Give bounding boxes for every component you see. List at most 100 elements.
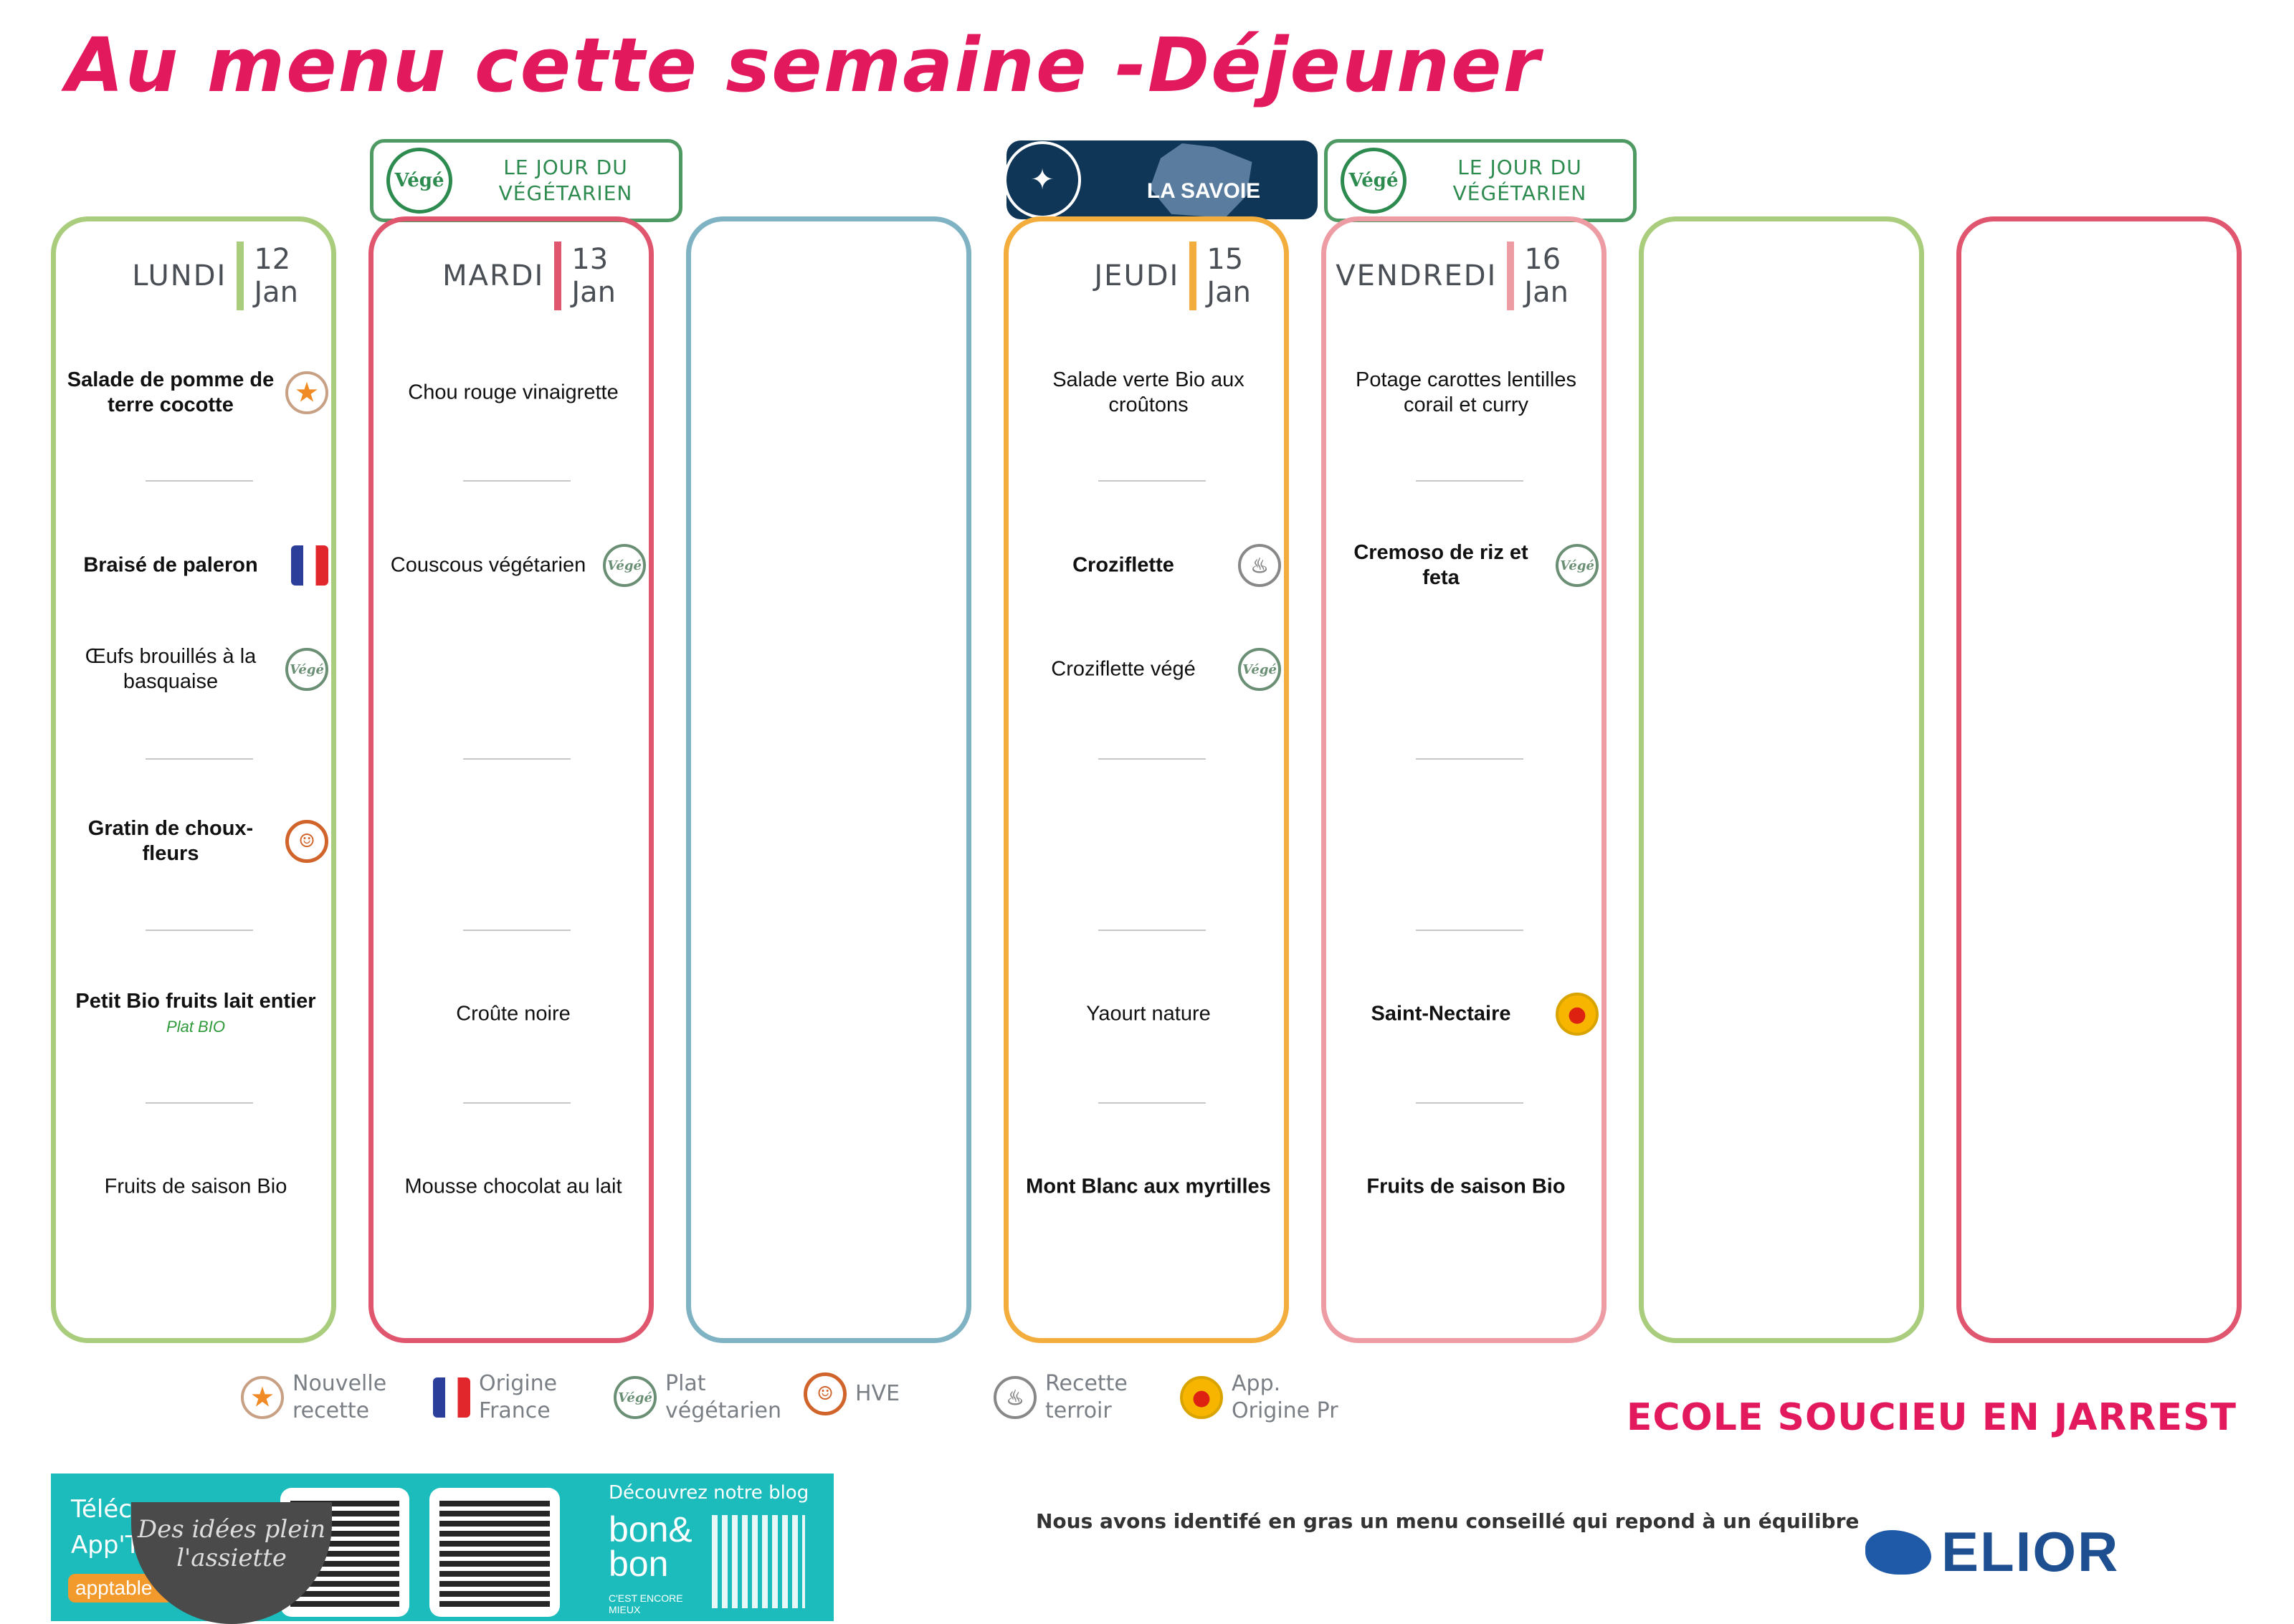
party-hat-icon: ✦: [1004, 141, 1081, 219]
day-name: JEUDI: [1094, 259, 1180, 292]
divider: [1416, 1102, 1523, 1104]
menu-item: Salade verte Bio aux croûtons: [1016, 368, 1281, 418]
menu-item: Œufs brouillés à la basquaise: [63, 644, 278, 694]
legend-line1: HVE: [855, 1381, 900, 1406]
day-column-blank3: [1956, 216, 2242, 1343]
menu-item: Fruits de saison Bio: [1333, 1175, 1599, 1200]
day-column-mardi: MARDI 13 Jan Chou rouge vinaigrette Couscous…: [368, 216, 654, 1343]
dish-note: Plat BIO: [166, 1018, 225, 1036]
day-divider: [237, 242, 244, 310]
qr-code[interactable]: [429, 1488, 560, 1617]
bon-tagline: C'EST ENCORE MIEUX: [609, 1592, 683, 1615]
legend-line2: Origine Pr: [1232, 1398, 1338, 1423]
badge-line2: VÉGÉTARIEN: [498, 181, 633, 205]
dish-name: Mousse chocolat au lait: [404, 1175, 622, 1198]
school-name: ECOLE SOUCIEU EN JARREST: [1626, 1396, 2237, 1439]
day-number: 13: [571, 243, 609, 276]
menu-item: Croziflette: [1016, 553, 1231, 578]
dish-name: Fruits de saison Bio: [1366, 1175, 1566, 1198]
menu-item: Mousse chocolat au lait: [381, 1175, 646, 1200]
savoie-label: LA SAVOIE: [1146, 179, 1261, 203]
aop-icon: ●: [1556, 993, 1599, 1036]
divider: [1416, 930, 1523, 931]
badge-line2: VÉGÉTARIEN: [1452, 181, 1587, 205]
vege-icon: Végé: [603, 544, 646, 587]
star-icon: ★: [285, 371, 328, 414]
day-date: 12 Jan: [254, 243, 298, 309]
menu-item: Croûte noire: [381, 1002, 646, 1027]
terroir-icon: ♨: [1238, 544, 1281, 587]
day-column-blank1: [686, 216, 971, 1343]
legend-line1: Recette: [1045, 1371, 1128, 1396]
day-header: JEUDI 15 Jan: [1094, 242, 1251, 310]
menu-item: Salade de pomme de terre cocotte: [63, 368, 278, 418]
menu-item: Chou rouge vinaigrette: [381, 381, 646, 406]
menu-item: Saint-Nectaire: [1333, 1002, 1548, 1027]
dish-name: Croûte noire: [456, 1002, 571, 1026]
divider: [1098, 930, 1206, 931]
flag-icon: [291, 545, 328, 586]
divider: [146, 758, 253, 760]
menu-item: Croziflette végé: [1016, 657, 1231, 682]
day-date: 15 Jan: [1207, 243, 1251, 309]
dish-name: Cremoso de riz et feta: [1353, 541, 1528, 589]
day-month: Jan: [1524, 276, 1569, 309]
vegetarian-day-badge-vendredi: Végé LE JOUR DU VÉGÉTARIEN: [1324, 139, 1637, 222]
day-header: MARDI 13 Jan: [442, 242, 616, 310]
dish-name: Fruits de saison Bio: [104, 1175, 287, 1198]
menu-item: Braisé de paleron: [63, 553, 278, 578]
divider: [463, 480, 571, 482]
brand-name: ELIOR: [1941, 1520, 2120, 1583]
day-column-blank2: [1639, 216, 1924, 1343]
menu-item: Potage carottes lentilles corail et curr…: [1333, 368, 1599, 418]
dish-name: Couscous végétarien: [390, 553, 586, 577]
day-name: MARDI: [442, 259, 545, 292]
divider: [1098, 1102, 1206, 1104]
day-date: 16 Jan: [1524, 243, 1569, 309]
legend-item: Origine France: [423, 1370, 557, 1425]
vege-icon: Végé: [1341, 148, 1407, 214]
divider: [1416, 480, 1523, 482]
app-text: App'T: [71, 1531, 141, 1559]
dish-name: Mont Blanc aux myrtilles: [1026, 1175, 1271, 1198]
vege-icon: Végé: [614, 1376, 657, 1419]
vege-icon: Végé: [1556, 544, 1599, 587]
download-text: Téléc: [71, 1495, 132, 1524]
elior-logo: ELIOR: [1865, 1519, 2119, 1585]
day-name: VENDREDI: [1336, 259, 1498, 292]
terroir-icon: ♨: [994, 1376, 1037, 1419]
badge-line1: LE JOUR DU: [503, 156, 628, 179]
savoie-theme-badge: ✦ LA SAVOIE: [1004, 140, 1318, 219]
divider: [1416, 758, 1523, 760]
legend-line1: Nouvelle: [292, 1371, 387, 1396]
day-number: 16: [1524, 243, 1561, 276]
day-header: LUNDI 12 Jan: [132, 242, 298, 310]
bull-icon: [1865, 1529, 1931, 1575]
menu-item: Gratin de choux-fleurs: [63, 816, 278, 866]
flag-icon: [433, 1377, 470, 1418]
divider: [463, 930, 571, 931]
menu-item: Yaourt nature: [1016, 1002, 1281, 1027]
day-name: LUNDI: [132, 259, 227, 292]
divider: [146, 930, 253, 931]
menu-item: Fruits de saison Bio: [63, 1175, 328, 1200]
hve-icon: ☺: [285, 820, 328, 863]
dish-name: Braisé de paleron: [83, 553, 258, 577]
dish-name: Salade de pomme de terre cocotte: [67, 368, 275, 416]
legend-line1: Plat: [665, 1371, 706, 1396]
legend-item: ☺ HVE: [799, 1370, 900, 1418]
day-divider: [554, 242, 562, 310]
day-number: 15: [1207, 243, 1244, 276]
day-column-lundi: LUNDI 12 Jan Salade de pomme de terre cocot…: [51, 216, 336, 1343]
dish-name: Potage carottes lentilles corail et curr…: [1356, 368, 1576, 416]
blog-qr-code[interactable]: [712, 1515, 805, 1608]
dish-name: Petit Bio fruits lait entier: [75, 990, 316, 1013]
dish-name: Croziflette végé: [1051, 657, 1196, 681]
legend-line1: App.: [1232, 1371, 1281, 1396]
bon-logo: bon&bon: [609, 1509, 693, 1584]
divider: [146, 480, 253, 482]
france-map-icon: [1150, 143, 1252, 218]
day-month: Jan: [1207, 276, 1251, 309]
day-divider: [1507, 242, 1515, 310]
blog-label: Découvrez notre blog: [609, 1482, 809, 1504]
